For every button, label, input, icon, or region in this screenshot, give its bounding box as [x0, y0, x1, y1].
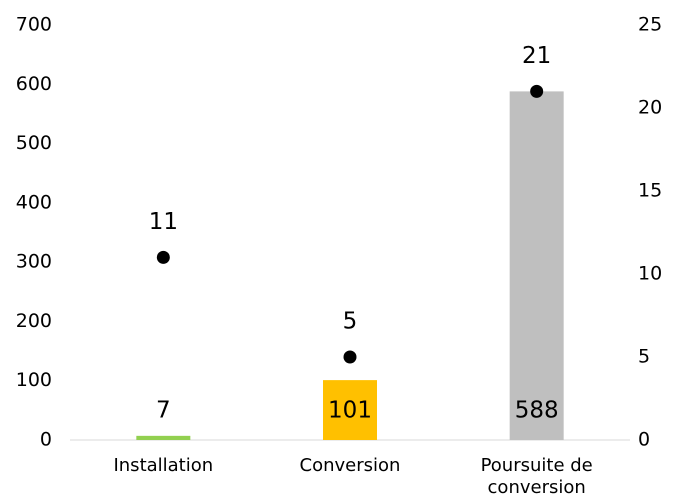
dot: [156, 250, 170, 264]
y-tick-label: 400: [16, 191, 52, 213]
bar-value-label: 7: [156, 398, 171, 424]
x-tick-label: Poursuite de conversion: [480, 455, 593, 498]
y2-tick-label: 15: [638, 180, 662, 202]
y2-tick-label: 10: [638, 263, 662, 285]
y-tick-label: 700: [16, 14, 52, 36]
dot-value-label: 5: [343, 309, 358, 335]
y2-tick-label: 0: [638, 429, 650, 451]
bar: [323, 380, 377, 440]
y-tick-label: 500: [16, 132, 52, 154]
x-tick-label: Conversion: [299, 455, 401, 476]
y2-tick-label: 20: [638, 97, 662, 119]
y2-tick-label: 5: [638, 346, 650, 368]
dot: [343, 350, 357, 364]
y-tick-label: 200: [16, 310, 52, 332]
y-tick-label: 600: [16, 73, 52, 95]
dot: [530, 84, 544, 98]
bar: [509, 91, 564, 441]
y-tick-label: 300: [16, 251, 52, 273]
dot-value-label: 21: [522, 43, 551, 69]
y-tick-label: 100: [16, 369, 52, 391]
y2-tick-label: 25: [638, 14, 662, 36]
bar: [136, 435, 191, 440]
x-tick-label: Installation: [113, 455, 214, 476]
bar-value-label: 588: [515, 398, 559, 424]
dot-value-label: 11: [149, 209, 178, 235]
y-tick-label: 0: [40, 429, 52, 451]
bar-value-label: 101: [328, 398, 372, 424]
